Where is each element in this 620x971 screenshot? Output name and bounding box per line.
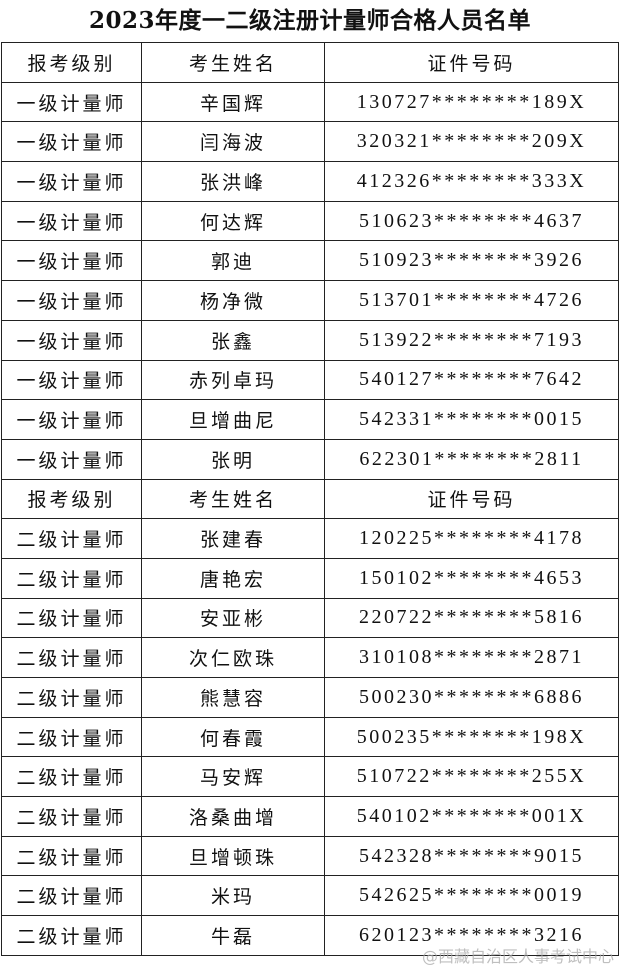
cell-name: 旦增曲尼 — [141, 399, 325, 440]
table-row: 二级计量师 唐艳宏 150102********4653 — [1, 557, 619, 599]
cell-name: 张洪峰 — [141, 161, 325, 202]
cell-id: 150102********4653 — [324, 557, 619, 599]
cell-name: 何达辉 — [141, 200, 325, 242]
cell-level: 二级计量师 — [1, 677, 142, 718]
cell-name: 张建春 — [141, 518, 325, 559]
cell-level: 二级计量师 — [1, 637, 142, 678]
cell-name: 张鑫 — [141, 319, 325, 361]
cell-id: 120225********4178 — [324, 518, 619, 559]
table-row: 一级计量师 闫海波 320321********209X — [1, 121, 619, 163]
column-header-level: 报考级别 — [1, 42, 142, 83]
cell-name: 米玛 — [141, 875, 325, 917]
table-row: 二级计量师 米玛 542625********0019 — [1, 875, 619, 917]
cell-level: 一级计量师 — [1, 81, 142, 123]
cell-level: 一级计量师 — [1, 121, 142, 163]
table-header-row: 报考级别 考生姓名 证件号码 — [1, 42, 619, 83]
cell-id: 500235********198X — [324, 716, 619, 758]
cell-name: 唐艳宏 — [141, 557, 325, 599]
cell-level: 二级计量师 — [1, 796, 142, 837]
cell-level: 二级计量师 — [1, 716, 142, 758]
cell-id: 412326********333X — [324, 161, 619, 202]
table-header-row: 报考级别 考生姓名 证件号码 — [1, 478, 619, 520]
column-header-name: 考生姓名 — [141, 42, 325, 83]
cell-level: 一级计量师 — [1, 359, 142, 401]
table-row: 一级计量师 旦增曲尼 542331********0015 — [1, 399, 619, 440]
cell-level: 一级计量师 — [1, 240, 142, 282]
cell-id: 540102********001X — [324, 796, 619, 837]
cell-name: 杨净微 — [141, 280, 325, 321]
qualified-list-table: 报考级别 考生姓名 证件号码 一级计量师 辛国辉 130727********189X 一级… — [1, 42, 619, 956]
table-row: 一级计量师 辛国辉 130727********189X — [1, 81, 619, 123]
cell-name: 次仁欧珠 — [141, 637, 325, 678]
table-row: 一级计量师 杨净微 513701********4726 — [1, 280, 619, 321]
cell-id: 510923********3926 — [324, 240, 619, 282]
cell-level: 一级计量师 — [1, 200, 142, 242]
cell-name: 何春霞 — [141, 716, 325, 758]
cell-level: 二级计量师 — [1, 835, 142, 877]
cell-id: 540127********7642 — [324, 359, 619, 401]
cell-name: 张明 — [141, 438, 325, 480]
cell-level: 一级计量师 — [1, 161, 142, 202]
cell-level: 一级计量师 — [1, 438, 142, 480]
cell-name: 熊慧容 — [141, 677, 325, 718]
cell-name: 赤列卓玛 — [141, 359, 325, 401]
table-row: 二级计量师 何春霞 500235********198X — [1, 716, 619, 758]
cell-id: 513922********7193 — [324, 319, 619, 361]
table-row: 二级计量师 洛桑曲增 540102********001X — [1, 796, 619, 837]
cell-name: 洛桑曲增 — [141, 796, 325, 837]
cell-id: 542625********0019 — [324, 875, 619, 917]
table-row: 一级计量师 郭迪 510923********3926 — [1, 240, 619, 282]
table-row: 二级计量师 熊慧容 500230********6886 — [1, 677, 619, 718]
cell-name: 郭迪 — [141, 240, 325, 282]
table-row: 二级计量师 张建春 120225********4178 — [1, 518, 619, 559]
cell-id: 500230********6886 — [324, 677, 619, 718]
cell-id: 622301********2811 — [324, 438, 619, 480]
column-header-id: 证件号码 — [324, 478, 619, 520]
cell-level: 二级计量师 — [1, 597, 142, 639]
cell-level: 二级计量师 — [1, 875, 142, 917]
cell-name: 辛国辉 — [141, 81, 325, 123]
cell-level: 一级计量师 — [1, 399, 142, 440]
column-header-name: 考生姓名 — [141, 478, 325, 520]
table-row: 一级计量师 何达辉 510623********4637 — [1, 200, 619, 242]
table-row: 二级计量师 马安辉 510722********255X — [1, 756, 619, 798]
cell-level: 二级计量师 — [1, 518, 142, 559]
cell-id: 510722********255X — [324, 756, 619, 798]
cell-name: 马安辉 — [141, 756, 325, 798]
table-row: 一级计量师 张明 622301********2811 — [1, 438, 619, 480]
table-row: 二级计量师 牛磊 620123********3216 — [1, 915, 619, 956]
cell-id: 220722********5816 — [324, 597, 619, 639]
cell-id: 620123********3216 — [324, 915, 619, 956]
cell-id: 513701********4726 — [324, 280, 619, 321]
table-row: 二级计量师 安亚彬 220722********5816 — [1, 597, 619, 639]
cell-id: 542328********9015 — [324, 835, 619, 877]
cell-id: 130727********189X — [324, 81, 619, 123]
cell-level: 一级计量师 — [1, 280, 142, 321]
cell-level: 二级计量师 — [1, 756, 142, 798]
watermark: @西藏自治区人事考试中心 — [421, 947, 614, 966]
table-row: 二级计量师 旦增顿珠 542328********9015 — [1, 835, 619, 877]
cell-name: 牛磊 — [141, 915, 325, 956]
cell-level: 一级计量师 — [1, 319, 142, 361]
cell-name: 闫海波 — [141, 121, 325, 163]
column-header-level: 报考级别 — [1, 478, 142, 520]
cell-id: 320321********209X — [324, 121, 619, 163]
cell-name: 安亚彬 — [141, 597, 325, 639]
cell-level: 二级计量师 — [1, 557, 142, 599]
cell-level: 二级计量师 — [1, 915, 142, 956]
column-header-id: 证件号码 — [324, 42, 619, 83]
cell-id: 510623********4637 — [324, 200, 619, 242]
document-title: 2023年度一二级注册计量师合格人员名单 — [88, 7, 531, 34]
table-row: 一级计量师 张鑫 513922********7193 — [1, 319, 619, 361]
cell-name: 旦增顿珠 — [141, 835, 325, 877]
cell-id: 542331********0015 — [324, 399, 619, 440]
table-row: 一级计量师 张洪峰 412326********333X — [1, 161, 619, 202]
cell-id: 310108********2871 — [324, 637, 619, 678]
table-row: 一级计量师 赤列卓玛 540127********7642 — [1, 359, 619, 401]
table-row: 二级计量师 次仁欧珠 310108********2871 — [1, 637, 619, 678]
